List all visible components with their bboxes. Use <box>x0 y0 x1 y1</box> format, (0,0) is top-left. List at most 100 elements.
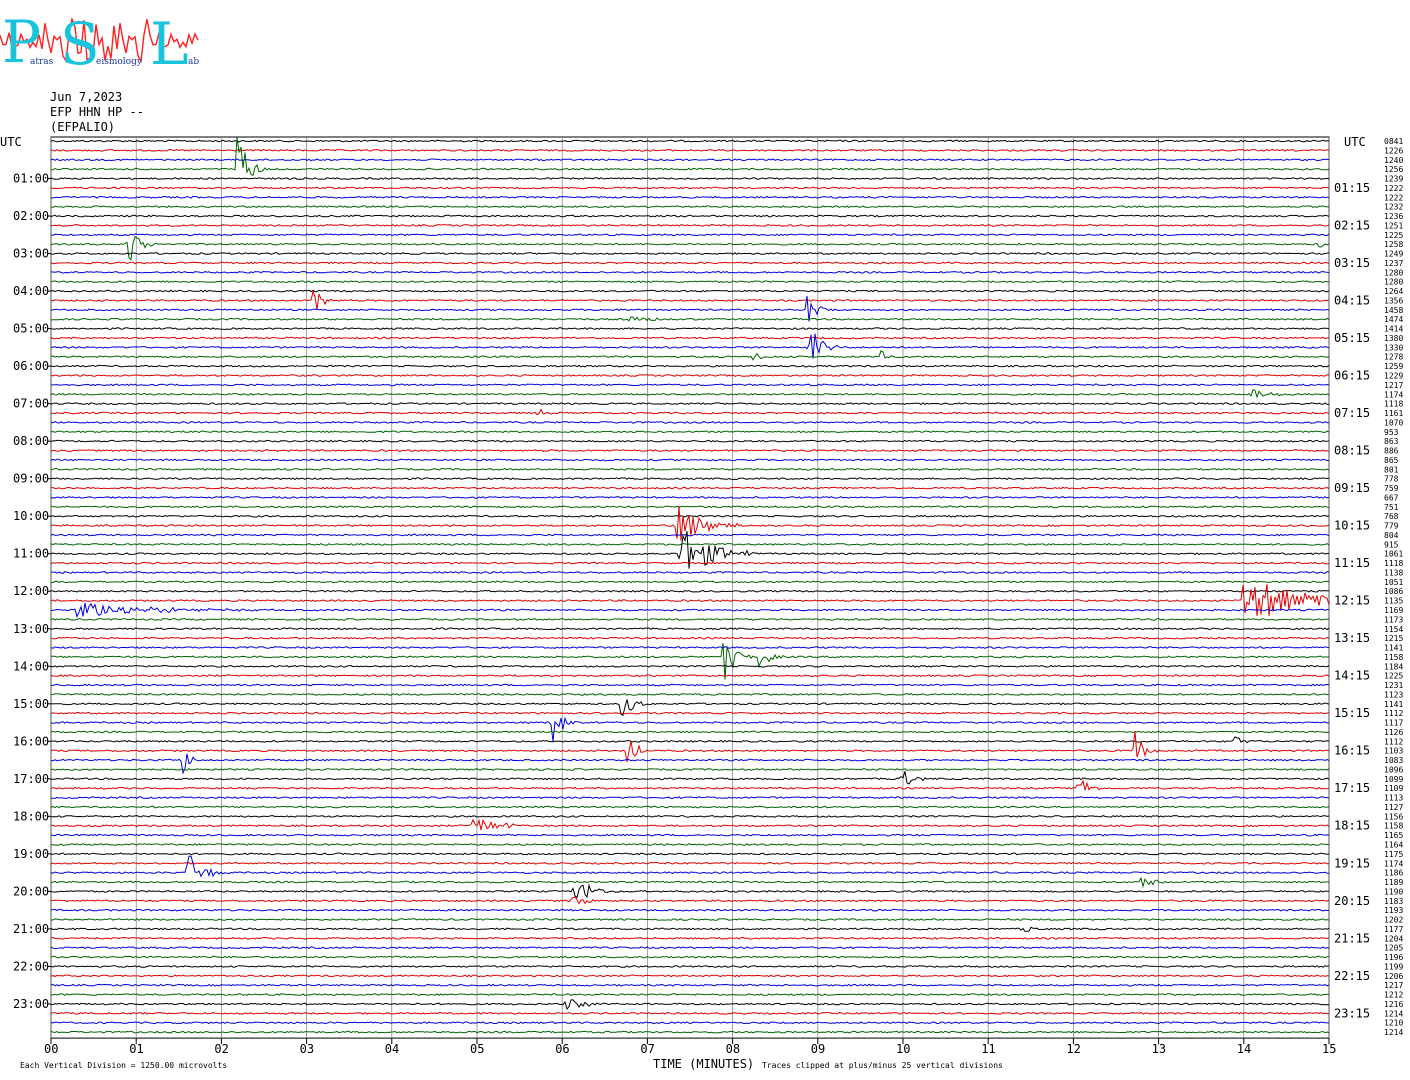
line-count: 1117 <box>1384 719 1403 728</box>
logo-word-eismology: eismology <box>96 57 143 67</box>
grid-lines <box>47 136 1330 1045</box>
line-count: 865 <box>1384 456 1399 465</box>
hour-label-left: 18:00 <box>13 809 49 823</box>
trace-line <box>50 505 1330 509</box>
trace-line <box>50 289 1330 293</box>
line-count: 1210 <box>1384 1019 1403 1028</box>
hour-label-right: 10:15 <box>1334 519 1370 533</box>
line-count: 1175 <box>1384 850 1403 859</box>
line-count: 1225 <box>1384 231 1403 240</box>
line-count: 1258 <box>1384 240 1403 249</box>
hour-label-left: 01:00 <box>13 172 49 186</box>
line-count: 1380 <box>1384 334 1403 343</box>
footer-clipping-note: Traces clipped at plus/minus 25 vertical… <box>762 1061 1003 1070</box>
line-count: 1112 <box>1384 737 1403 746</box>
line-count: 1158 <box>1384 822 1403 831</box>
line-count: 1061 <box>1384 550 1403 559</box>
line-count: 1138 <box>1384 568 1403 577</box>
trace-line <box>50 627 1330 631</box>
trace-line <box>50 636 1330 640</box>
line-count: 1199 <box>1384 962 1403 971</box>
trace-line <box>50 430 1330 434</box>
line-count: 0841 <box>1384 137 1403 146</box>
trace-line <box>50 779 1330 791</box>
logo-word-atras: atras <box>30 57 54 67</box>
line-count: 801 <box>1384 465 1399 474</box>
trace-line <box>50 711 1330 715</box>
hour-label-right: 08:15 <box>1334 444 1370 458</box>
x-tick-label: 04 <box>385 1042 399 1056</box>
line-count: 1229 <box>1384 372 1403 381</box>
trace-line <box>50 908 1330 912</box>
hour-label-left: 20:00 <box>13 884 49 898</box>
line-count: 1216 <box>1384 1000 1403 1009</box>
line-count: 1206 <box>1384 972 1403 981</box>
trace-line <box>50 280 1329 284</box>
line-count: 1202 <box>1384 916 1403 925</box>
line-count: 1414 <box>1384 325 1403 334</box>
trace-line <box>50 855 1329 878</box>
hour-label-right: 18:15 <box>1334 819 1370 833</box>
trace-line <box>50 805 1330 809</box>
hour-label-right: 22:15 <box>1334 969 1370 983</box>
hour-label-left: 14:00 <box>13 659 49 673</box>
hour-label-left: 13:00 <box>13 622 49 636</box>
trace-line <box>50 439 1330 443</box>
trace-line <box>50 350 1330 361</box>
line-count: 1222 <box>1384 184 1403 193</box>
hour-label-left: 10:00 <box>13 509 49 523</box>
trace-line <box>51 195 1330 199</box>
hour-label-right: 23:15 <box>1334 1006 1370 1020</box>
trace-line <box>50 290 1330 310</box>
line-count: 1141 <box>1384 700 1403 709</box>
trace-line <box>50 467 1330 471</box>
header-date: Jun 7,2023 <box>50 90 123 104</box>
trace-line <box>50 646 1330 649</box>
logo-letter-l: L <box>150 10 189 78</box>
x-tick-label: 12 <box>1066 1042 1080 1056</box>
hour-label-left: 16:00 <box>13 734 49 748</box>
hour-label-left: 09:00 <box>13 472 49 486</box>
line-count: 1183 <box>1384 897 1403 906</box>
line-count: 1212 <box>1384 991 1403 1000</box>
trace-line <box>50 730 1330 734</box>
line-count: 1251 <box>1384 221 1403 230</box>
trace-line <box>50 205 1330 209</box>
x-tick-label: 05 <box>470 1042 484 1056</box>
footer-vertical-division: Each Vertical Division = 1250.00 microvo… <box>20 1061 227 1070</box>
trace-line <box>50 1030 1330 1034</box>
trace-line <box>50 270 1330 274</box>
trace-line <box>50 374 1330 377</box>
trace-line <box>50 926 1330 932</box>
line-count: 1236 <box>1384 212 1403 221</box>
line-count: 1169 <box>1384 606 1403 615</box>
trace-line <box>50 496 1330 499</box>
line-count: 1215 <box>1384 634 1403 643</box>
hour-label-left: 23:00 <box>13 997 49 1011</box>
line-count: 1177 <box>1384 925 1403 934</box>
line-count: 778 <box>1384 475 1399 484</box>
line-count: 1164 <box>1384 841 1403 850</box>
trace-line <box>50 148 1330 152</box>
line-count: 1123 <box>1384 690 1403 699</box>
line-count: 1225 <box>1384 672 1403 681</box>
hour-label-right: 19:15 <box>1334 856 1370 870</box>
trace-line <box>50 796 1330 799</box>
trace-line <box>50 158 1330 162</box>
trace-line <box>50 458 1329 462</box>
line-count: 804 <box>1384 531 1399 540</box>
line-count: 759 <box>1384 484 1399 493</box>
x-tick-label: 10 <box>896 1042 910 1056</box>
x-tick-label: 07 <box>640 1042 654 1056</box>
trace-line <box>50 389 1330 399</box>
line-count: 1356 <box>1384 296 1403 305</box>
line-count: 1474 <box>1384 315 1403 324</box>
trace-line <box>50 955 1330 959</box>
line-count: 1174 <box>1384 859 1403 868</box>
line-count: 1217 <box>1384 981 1403 990</box>
line-count: 1099 <box>1384 775 1403 784</box>
line-count: 1070 <box>1384 418 1403 427</box>
trace-line <box>50 177 1330 180</box>
x-tick-label: 01 <box>129 1042 143 1056</box>
hour-label-right: 13:15 <box>1334 631 1370 645</box>
